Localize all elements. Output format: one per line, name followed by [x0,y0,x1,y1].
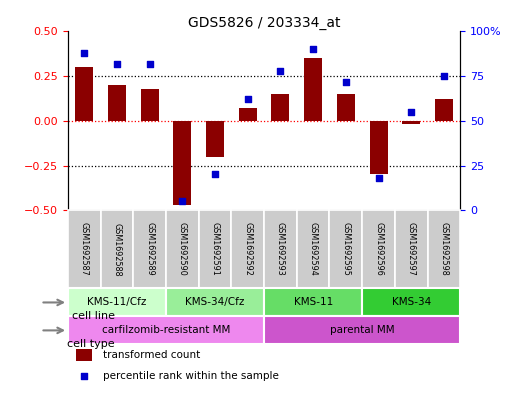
Bar [100,210,133,288]
Text: GSM1692589: GSM1692589 [145,222,154,276]
Bar [231,210,264,288]
Bar [199,210,231,288]
Point [145,61,154,67]
Bar [68,210,100,288]
Bar [206,121,224,156]
Text: cell line: cell line [72,311,115,321]
Bar [435,99,453,121]
Text: GSM1692590: GSM1692590 [178,222,187,276]
Bar [264,316,460,344]
Point [309,46,317,52]
Bar [370,121,388,174]
Bar [141,89,158,121]
Bar [108,85,126,121]
Text: GSM1692595: GSM1692595 [342,222,350,276]
Text: percentile rank within the sample: percentile rank within the sample [104,371,279,381]
Bar [75,67,93,121]
Bar [395,210,428,288]
Bar [337,94,355,121]
Bar [239,108,257,121]
Bar [428,210,460,288]
Text: GSM1692587: GSM1692587 [80,222,89,276]
Point [211,171,219,178]
Text: GSM1692592: GSM1692592 [243,222,252,276]
Bar [174,121,191,205]
Text: GSM1692591: GSM1692591 [211,222,220,276]
Point [374,175,383,181]
Point [178,198,187,204]
Bar [166,210,199,288]
Point [113,61,121,67]
Point [440,73,448,79]
Point [79,373,88,379]
Text: KMS-34/Cfz: KMS-34/Cfz [185,298,245,307]
Text: KMS-11/Cfz: KMS-11/Cfz [87,298,147,307]
Bar [264,210,297,288]
Text: carfilzomib-resistant MM: carfilzomib-resistant MM [102,325,230,335]
Bar [402,121,420,125]
Title: GDS5826 / 203334_at: GDS5826 / 203334_at [188,17,340,30]
Point [407,109,415,115]
Text: KMS-34: KMS-34 [392,298,431,307]
Point [276,68,285,74]
Text: cell type: cell type [67,340,115,349]
Point [80,50,88,56]
Bar [166,288,264,316]
Bar [329,210,362,288]
Text: parental MM: parental MM [330,325,394,335]
Point [342,78,350,84]
Bar [271,94,289,121]
Bar [304,58,322,121]
Text: GSM1692596: GSM1692596 [374,222,383,276]
Text: GSM1692597: GSM1692597 [407,222,416,276]
Text: GSM1692593: GSM1692593 [276,222,285,276]
Text: GSM1692598: GSM1692598 [439,222,448,276]
Text: GSM1692594: GSM1692594 [309,222,317,276]
Text: transformed count: transformed count [104,350,200,360]
Bar [68,288,166,316]
Bar [68,316,264,344]
Bar [76,349,92,361]
Point [244,96,252,103]
Text: KMS-11: KMS-11 [293,298,333,307]
Bar [297,210,329,288]
Bar [264,288,362,316]
Bar [133,210,166,288]
Bar [362,288,460,316]
Text: GSM1692588: GSM1692588 [112,222,121,276]
Bar [362,210,395,288]
